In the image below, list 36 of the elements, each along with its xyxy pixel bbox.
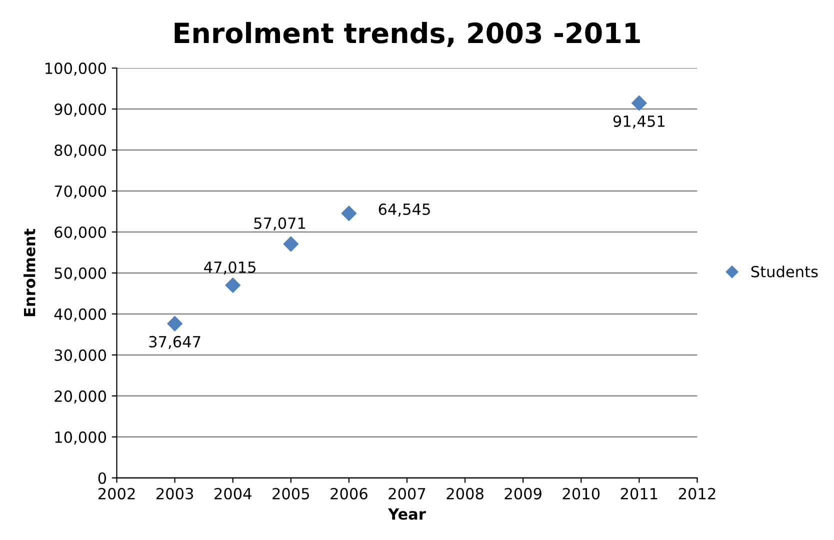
y-tick-label: 50,000 [54, 267, 106, 281]
y-tick-label: 80,000 [54, 144, 106, 158]
y-tick-label: 90,000 [54, 103, 106, 117]
x-tick-label: 2009 [504, 488, 542, 500]
x-tick-label: 2003 [156, 488, 194, 500]
data-label: 37,647 [149, 336, 200, 350]
x-tick-label: 2005 [272, 488, 310, 500]
data-label: 57,071 [254, 217, 306, 231]
y-tick-label: 60,000 [54, 226, 106, 240]
x-tick-label: 2006 [330, 488, 368, 500]
point [632, 96, 647, 111]
data-label: 91,451 [613, 115, 664, 129]
x-axis-title: Year [388, 508, 426, 520]
data-label: 64,545 [378, 203, 430, 217]
y-tick-label: 10,000 [55, 431, 106, 444]
y-tick-label: 100,000 [46, 62, 106, 76]
x-tick-label: 2008 [446, 488, 484, 500]
data-label: 47,015 [204, 261, 256, 275]
point [167, 316, 182, 332]
x-tick-label: 2012 [678, 488, 716, 500]
x-tick-label: 2004 [214, 488, 252, 500]
x-tick-label: 2011 [620, 488, 658, 500]
legend-label: Students [751, 266, 818, 278]
y-tick-label: 70,000 [54, 185, 106, 199]
point [225, 278, 240, 293]
x-tick-label: 2002 [98, 488, 135, 500]
x-tick-label: 2010 [562, 488, 600, 500]
y-tick-label: 20,000 [54, 390, 106, 404]
point [283, 236, 298, 252]
y-tick-label: 30,000 [54, 349, 106, 363]
x-tick-label: 2007 [388, 488, 426, 500]
y-axis-title: Enrolment [24, 228, 36, 316]
point [341, 206, 357, 221]
chart-title: Enrolment trends, 2003 -2011 [174, 22, 640, 47]
y-tick-label: 0 [98, 472, 106, 484]
y-tick-label: 40,000 [54, 308, 106, 322]
